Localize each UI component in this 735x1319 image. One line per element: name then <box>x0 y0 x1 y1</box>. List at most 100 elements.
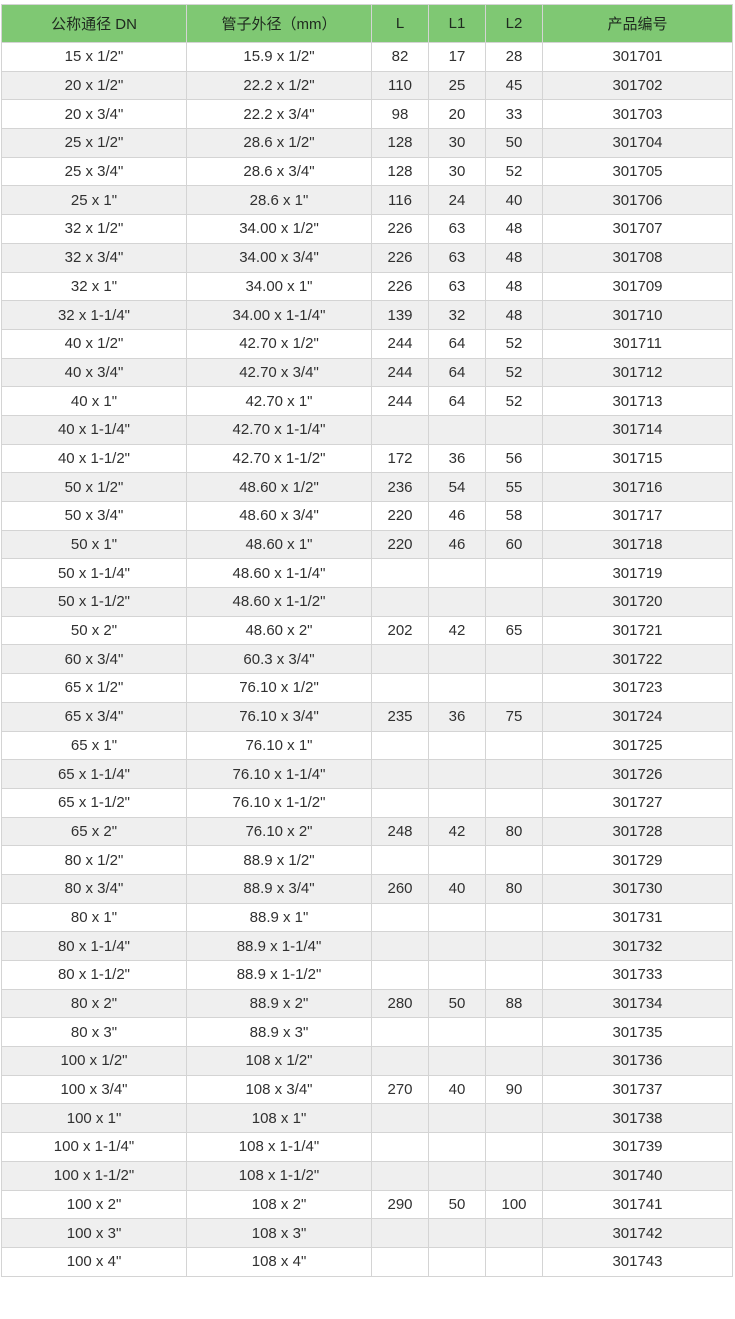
table-cell: 301720 <box>542 587 733 617</box>
table-cell: 226 <box>371 271 429 302</box>
table-cell: 63 <box>428 214 486 244</box>
table-cell: 48.60 x 1/2" <box>186 472 372 502</box>
table-cell: 34.00 x 1-1/4" <box>186 300 372 330</box>
table-cell: 17 <box>428 42 486 72</box>
table-row: 65 x 3/4" 76.10 x 3/4" 235 36 75 301724 <box>1 701 733 732</box>
table-cell: 80 x 3/4" <box>1 873 187 904</box>
table-row: 32 x 1" 34.00 x 1" 226 63 48 301709 <box>1 271 733 302</box>
table-row: 100 x 2" 108 x 2" 290 50 100 301741 <box>1 1189 733 1220</box>
table-cell: 48 <box>485 242 543 273</box>
table-cell: 301719 <box>542 558 733 589</box>
table-cell: 100 x 1" <box>1 1103 187 1134</box>
table-cell <box>371 1046 429 1076</box>
table-cell: 76.10 x 1-1/4" <box>186 759 372 789</box>
table-cell: 50 x 1/2" <box>1 472 187 502</box>
table-cell: 301717 <box>542 501 733 531</box>
table-cell <box>485 931 543 961</box>
table-cell: 301726 <box>542 759 733 789</box>
table-cell: 48.60 x 3/4" <box>186 501 372 531</box>
table-cell: 280 <box>371 988 429 1019</box>
table-cell <box>485 644 543 675</box>
table-row: 50 x 3/4" 48.60 x 3/4" 220 46 58 301717 <box>1 501 733 531</box>
table-cell: 290 <box>371 1189 429 1220</box>
table-cell <box>371 759 429 789</box>
table-cell <box>428 1103 486 1134</box>
table-cell: 65 <box>485 615 543 646</box>
table-cell <box>428 414 486 445</box>
table-cell: 36 <box>428 443 486 474</box>
table-cell: 244 <box>371 328 429 359</box>
col-header-l1: L1 <box>428 4 486 43</box>
table-cell: 226 <box>371 214 429 244</box>
table-row: 50 x 1-1/2" 48.60 x 1-1/2" 301720 <box>1 587 733 617</box>
table-cell: 64 <box>428 328 486 359</box>
table-cell: 301714 <box>542 414 733 445</box>
table-cell: 235 <box>371 701 429 732</box>
table-cell: 82 <box>371 42 429 72</box>
table-cell: 301724 <box>542 701 733 732</box>
table-cell: 20 x 1/2" <box>1 70 187 101</box>
table-cell: 76.10 x 1/2" <box>186 673 372 703</box>
table-cell: 42 <box>428 816 486 847</box>
table-cell <box>371 1017 429 1048</box>
table-cell: 301743 <box>542 1246 733 1277</box>
table-cell: 40 x 1-1/4" <box>1 414 187 445</box>
table-cell: 76.10 x 1" <box>186 730 372 761</box>
table-cell: 301733 <box>542 960 733 990</box>
table-cell <box>428 787 486 818</box>
table-cell: 40 x 3/4" <box>1 357 187 388</box>
table-cell: 80 x 1" <box>1 902 187 933</box>
table-cell: 76.10 x 3/4" <box>186 701 372 732</box>
table-row: 40 x 1-1/2" 42.70 x 1-1/2" 172 36 56 301715 <box>1 443 733 474</box>
col-header-l2: L2 <box>485 4 543 43</box>
table-cell: 32 x 1" <box>1 271 187 302</box>
table-cell <box>428 558 486 589</box>
table-cell: 30 <box>428 128 486 158</box>
product-spec-table: 公称通径 DN 管子外径（mm） L L1 L2 产品编号 15 x 1/2" 1… <box>1 4 733 1277</box>
table-cell: 32 <box>428 300 486 330</box>
table-row: 65 x 1" 76.10 x 1" 301725 <box>1 730 733 761</box>
table-cell <box>485 673 543 703</box>
table-cell: 28.6 x 1/2" <box>186 128 372 158</box>
table-cell: 260 <box>371 873 429 904</box>
table-cell: 100 x 2" <box>1 1189 187 1220</box>
table-cell: 48.60 x 1-1/4" <box>186 558 372 589</box>
table-cell <box>371 845 429 875</box>
table-cell: 40 x 1" <box>1 386 187 416</box>
table-cell: 108 x 1-1/4" <box>186 1132 372 1162</box>
table-cell: 34.00 x 3/4" <box>186 242 372 273</box>
table-row: 80 x 1" 88.9 x 1" 301731 <box>1 902 733 933</box>
table-cell: 25 x 3/4" <box>1 156 187 187</box>
table-cell: 301741 <box>542 1189 733 1220</box>
table-cell <box>428 730 486 761</box>
table-cell: 139 <box>371 300 429 330</box>
table-row: 32 x 1-1/4" 34.00 x 1-1/4" 139 32 48 301710 <box>1 300 733 330</box>
table-cell <box>428 1160 486 1191</box>
table-cell <box>371 902 429 933</box>
table-cell: 15.9 x 1/2" <box>186 42 372 72</box>
table-cell: 301725 <box>542 730 733 761</box>
table-cell: 88.9 x 1" <box>186 902 372 933</box>
table-row: 25 x 1/2" 28.6 x 1/2" 128 30 50 301704 <box>1 128 733 158</box>
table-cell: 301716 <box>542 472 733 502</box>
table-cell: 301704 <box>542 128 733 158</box>
table-cell: 20 <box>428 99 486 130</box>
table-row: 60 x 3/4" 60.3 x 3/4" 301722 <box>1 644 733 675</box>
table-cell: 80 x 1-1/4" <box>1 931 187 961</box>
table-cell: 40 x 1-1/2" <box>1 443 187 474</box>
table-cell: 48.60 x 2" <box>186 615 372 646</box>
table-cell: 301712 <box>542 357 733 388</box>
table-cell <box>485 587 543 617</box>
table-cell: 236 <box>371 472 429 502</box>
table-cell <box>371 730 429 761</box>
table-cell: 75 <box>485 701 543 732</box>
table-cell: 108 x 3" <box>186 1218 372 1248</box>
table-row: 100 x 3" 108 x 3" 301742 <box>1 1218 733 1248</box>
table-cell: 80 x 2" <box>1 988 187 1019</box>
table-cell: 220 <box>371 501 429 531</box>
table-cell: 301705 <box>542 156 733 187</box>
col-header-pipe-outer-diameter: 管子外径（mm） <box>186 4 372 43</box>
table-cell: 42.70 x 1/2" <box>186 328 372 359</box>
table-cell: 42.70 x 1-1/2" <box>186 443 372 474</box>
table-cell <box>371 644 429 675</box>
